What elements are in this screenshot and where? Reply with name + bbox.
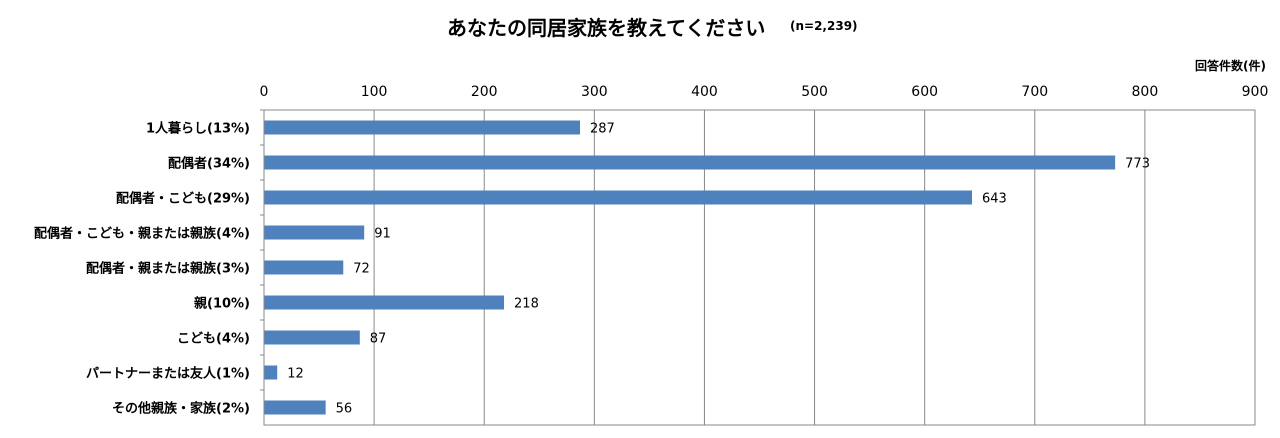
x-tick-label: 100 bbox=[361, 84, 388, 100]
value-label: 72 bbox=[353, 262, 370, 277]
bar bbox=[264, 120, 581, 135]
x-tick-label: 300 bbox=[581, 84, 608, 100]
chart-title: あなたの同居家族を教えてください bbox=[447, 16, 766, 40]
x-tick-label: 200 bbox=[471, 84, 498, 100]
category-label: 配偶者・親または親族(3%) bbox=[86, 261, 250, 277]
x-tick-label: 600 bbox=[911, 84, 938, 100]
plot-area bbox=[263, 109, 1256, 426]
bar bbox=[264, 365, 278, 380]
x-tick-label: 700 bbox=[1021, 84, 1048, 100]
bar bbox=[264, 400, 326, 415]
value-label: 87 bbox=[370, 332, 387, 347]
x-tick-label: 900 bbox=[1242, 84, 1269, 100]
category-label: 配偶者(34%) bbox=[168, 156, 250, 172]
value-labels: 287 773 643 91 72 218 87 12 56 bbox=[287, 122, 1150, 417]
value-label: 773 bbox=[1125, 157, 1150, 172]
unit-label: 回答件数(件) bbox=[1195, 58, 1266, 73]
category-label: 配偶者・こども・親または親族(4%) bbox=[34, 226, 250, 242]
bars bbox=[264, 120, 1116, 415]
x-tick-label: 0 bbox=[260, 84, 269, 100]
value-label: 287 bbox=[590, 122, 615, 137]
bar bbox=[264, 260, 344, 275]
value-label: 91 bbox=[374, 227, 391, 242]
category-label: パートナーまたは友人(1%) bbox=[86, 366, 250, 382]
x-tick-label: 800 bbox=[1132, 84, 1159, 100]
bar bbox=[264, 190, 973, 205]
category-label: 配偶者・こども(29%) bbox=[116, 191, 250, 207]
value-label: 218 bbox=[514, 297, 539, 312]
x-tick-label: 400 bbox=[691, 84, 718, 100]
category-label: 1人暮らし(13%) bbox=[146, 121, 250, 137]
x-tick-label: 500 bbox=[801, 84, 828, 100]
category-label: こども(4%) bbox=[177, 332, 250, 347]
value-label: 56 bbox=[336, 402, 353, 417]
tick-labels: 0 100 200 300 400 500 600 700 800 900 bbox=[260, 84, 1269, 100]
bar bbox=[264, 225, 365, 240]
value-label: 12 bbox=[287, 367, 304, 382]
value-label: 643 bbox=[982, 192, 1007, 207]
category-label: その他親族・家族(2%) bbox=[112, 401, 250, 417]
bar bbox=[264, 330, 360, 345]
sample-size-note: (n=2,239) bbox=[790, 19, 858, 33]
bar bbox=[264, 155, 1116, 170]
category-label: 親(10%) bbox=[194, 296, 250, 312]
category-labels: 1人暮らし(13%) 配偶者(34%) 配偶者・こども(29%) 配偶者・こども・親ま… bbox=[34, 121, 250, 417]
bar bbox=[264, 295, 505, 310]
